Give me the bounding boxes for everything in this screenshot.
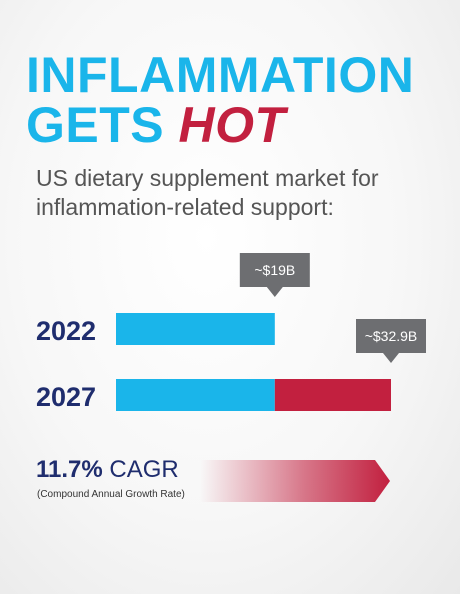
title-line-2: GETS HOT bbox=[26, 100, 414, 150]
value-callout-2022 bbox=[239, 253, 310, 297]
cagr-label: CAGR bbox=[109, 456, 179, 483]
value-callout-2027 bbox=[356, 319, 426, 363]
cagr-value: 11.7% CAGR bbox=[36, 456, 179, 484]
bar-2022-seg1 bbox=[116, 313, 275, 345]
bar-2027-seg1 bbox=[116, 379, 275, 411]
cagr-arrow bbox=[200, 460, 390, 502]
page-title: INFLAMMATION GETS HOT bbox=[26, 50, 414, 150]
title-gets: GETS bbox=[26, 97, 165, 153]
cagr-number: 11.7% bbox=[36, 456, 103, 483]
year-label-2027: 2027 bbox=[36, 382, 96, 412]
year-label-2022: 2022 bbox=[36, 316, 96, 346]
subtitle: US dietary supplement market for inflamm… bbox=[36, 165, 379, 220]
value-label-2027: ~$32.9B bbox=[365, 328, 418, 344]
bar-2027-seg2 bbox=[274, 379, 391, 411]
title-line-1: INFLAMMATION bbox=[26, 47, 415, 103]
cagr-subtitle: (Compound Annual Growth Rate) bbox=[37, 489, 185, 500]
value-label-2022: ~$19B bbox=[254, 262, 295, 278]
title-hot: HOT bbox=[178, 97, 286, 153]
